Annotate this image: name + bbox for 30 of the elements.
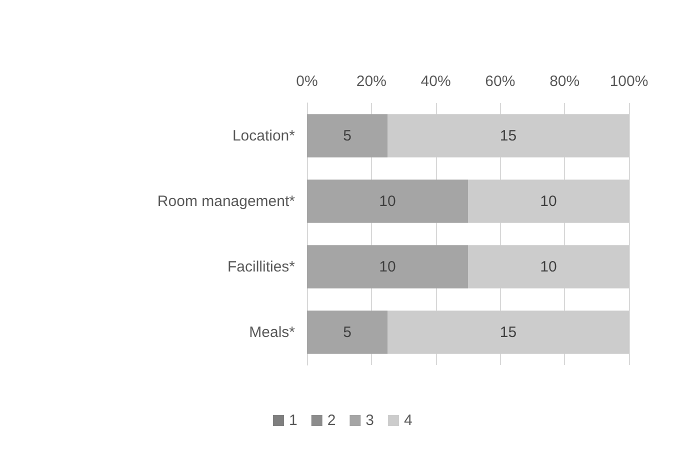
y-tick-label: Room management* bbox=[157, 192, 296, 210]
y-tick-label: Location* bbox=[232, 127, 296, 144]
bar bbox=[307, 310, 388, 354]
bar bbox=[468, 180, 629, 223]
y-tick-label: Facillities* bbox=[227, 258, 296, 276]
x-tick-label: 0% bbox=[296, 73, 318, 90]
x-tick-label: 20% bbox=[356, 73, 386, 90]
legend-label: 1 bbox=[289, 412, 298, 429]
y-tick-label: Meals* bbox=[249, 324, 296, 341]
x-tick-label: 80% bbox=[550, 73, 580, 90]
annotation: 5 bbox=[343, 127, 352, 144]
bar bbox=[307, 245, 468, 288]
annotation: 10 bbox=[540, 192, 557, 210]
x-tick-label: 100% bbox=[610, 73, 648, 90]
legend-label: 2 bbox=[327, 412, 336, 429]
bar bbox=[388, 310, 629, 354]
annotation: 10 bbox=[379, 192, 396, 210]
bar bbox=[388, 114, 629, 158]
annotation: 15 bbox=[500, 324, 517, 341]
bar bbox=[307, 114, 388, 158]
annotation: 10 bbox=[379, 258, 396, 276]
legend-label: 3 bbox=[366, 412, 374, 429]
annotation: 5 bbox=[343, 324, 352, 341]
annotation: 15 bbox=[500, 127, 517, 144]
bar bbox=[307, 180, 468, 223]
bar bbox=[468, 245, 629, 288]
annotation: 10 bbox=[540, 258, 557, 276]
x-tick-label: 40% bbox=[420, 73, 451, 90]
legend-label: 4 bbox=[404, 412, 412, 429]
x-tick-label: 60% bbox=[485, 73, 516, 90]
